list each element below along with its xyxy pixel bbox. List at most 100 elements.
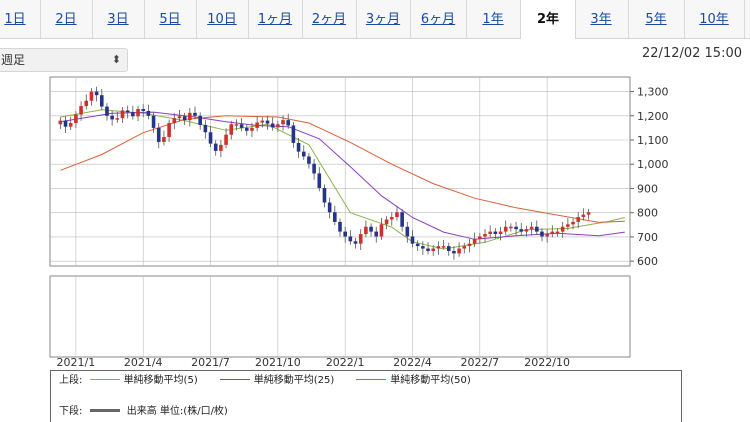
candle-body [131, 112, 135, 117]
legend-series-label: 単純移動平均(50) [390, 375, 471, 386]
tab-2[interactable]: 2日 [40, 0, 93, 38]
x-tick-label: 2021/4 [124, 356, 163, 369]
y-tick-label: 900 [637, 182, 658, 195]
candle-body [234, 124, 239, 126]
volume-panel-frame [49, 275, 631, 358]
tab-9[interactable]: 6ヶ月 [410, 0, 467, 38]
candle-body [312, 163, 316, 174]
y-tick-label: 1,300 [637, 86, 669, 99]
candle-body [270, 123, 275, 128]
candle-body [110, 115, 114, 120]
candle-body [462, 246, 467, 249]
candle-body [384, 219, 389, 225]
candle-body [338, 221, 342, 232]
y-tick-label: 800 [637, 207, 658, 220]
candle-body [167, 123, 171, 138]
candle-body [327, 202, 332, 213]
tab-6[interactable]: 1ヶ月 [248, 0, 303, 38]
candle-body [94, 91, 99, 96]
candle-body [493, 231, 498, 235]
candle-body [203, 124, 208, 133]
candle-body [229, 124, 234, 135]
moving-average-line-3 [60, 115, 625, 223]
candle-body [524, 229, 529, 232]
candle-body [483, 234, 487, 237]
candle-body [426, 248, 430, 251]
candle-body [545, 234, 549, 237]
candle-body [219, 144, 223, 151]
candle-body [63, 120, 68, 127]
candle-body [374, 231, 379, 237]
candle-body [115, 118, 120, 120]
x-tick-label: 2022/4 [393, 356, 432, 369]
candle-body [125, 110, 130, 113]
candle-body [405, 226, 410, 237]
chart-legend: 上段: 単純移動平均(5) 単純移動平均(25) 単純移動平均(50) 下段: 出来… [50, 370, 682, 422]
price-panel-frame [49, 76, 631, 267]
candle-body [586, 212, 591, 215]
candle-body [436, 246, 441, 249]
candle-body [353, 241, 358, 244]
candle-body [400, 212, 404, 227]
candle-body [364, 226, 368, 235]
tab-11[interactable]: 2年 [520, 0, 576, 39]
candle-body [550, 231, 555, 235]
x-tick-label: 2021/1 [57, 356, 96, 369]
legend-series-item: 単純移動平均(25) [216, 374, 334, 388]
candle-body [120, 110, 125, 119]
legend-lower-label: 下段: [59, 406, 83, 417]
candle-body [239, 124, 244, 128]
candle-body [529, 226, 534, 230]
legend-swatch [219, 378, 250, 380]
candle-body [358, 234, 363, 244]
candle-body [566, 224, 570, 227]
updown-chevron-icon: ⬍ [111, 53, 121, 66]
candle-body [441, 246, 446, 248]
candle-body [255, 122, 259, 128]
candle-body [395, 212, 399, 218]
candle-body [198, 115, 202, 125]
tab-1[interactable]: 1日 [0, 0, 41, 38]
candle-body [457, 248, 461, 254]
tab-5[interactable]: 10日 [196, 0, 249, 38]
legend-volume-label: 出来高 単位:(株/口/枚) [126, 406, 228, 417]
period-select[interactable]: 週足 ⬍ [0, 48, 128, 72]
candle-body [581, 214, 586, 218]
candle-body [286, 120, 291, 126]
moving-average-line-1 [60, 109, 625, 250]
candle-body [571, 221, 575, 225]
candle-body [296, 142, 301, 152]
candle-body [519, 229, 524, 232]
candle-body [224, 134, 228, 145]
x-tick-label: 2021/10 [255, 356, 301, 369]
candle-body [291, 125, 296, 143]
candle-body [105, 106, 109, 116]
tab-13[interactable]: 5年 [628, 0, 685, 38]
candle-body [301, 151, 306, 157]
candle-body [177, 116, 182, 119]
candle-body [431, 248, 436, 251]
candle-body [260, 120, 265, 123]
candle-body [193, 112, 197, 116]
candle-body [317, 173, 322, 188]
candle-body [389, 217, 394, 220]
legend-series-label: 単純移動平均(5) [123, 375, 198, 386]
x-tick-label: 2022/10 [524, 356, 570, 369]
candle-body [503, 226, 508, 232]
candle-body [244, 127, 249, 131]
candle-body [369, 226, 373, 232]
tab-12[interactable]: 3年 [574, 0, 629, 38]
legend-swatch [89, 378, 120, 380]
tab-14[interactable]: 10年 [684, 0, 745, 38]
candle-body [472, 238, 477, 244]
candle-body [136, 108, 140, 117]
candle-body [141, 108, 146, 111]
tab-4[interactable]: 5日 [144, 0, 197, 38]
candle-body [265, 120, 270, 124]
candle-body [343, 231, 347, 237]
tab-3[interactable]: 3日 [92, 0, 145, 38]
tab-8[interactable]: 3ヶ月 [356, 0, 411, 38]
candle-body [514, 226, 518, 230]
candle-body [509, 226, 513, 229]
tab-7[interactable]: 2ヶ月 [302, 0, 357, 38]
